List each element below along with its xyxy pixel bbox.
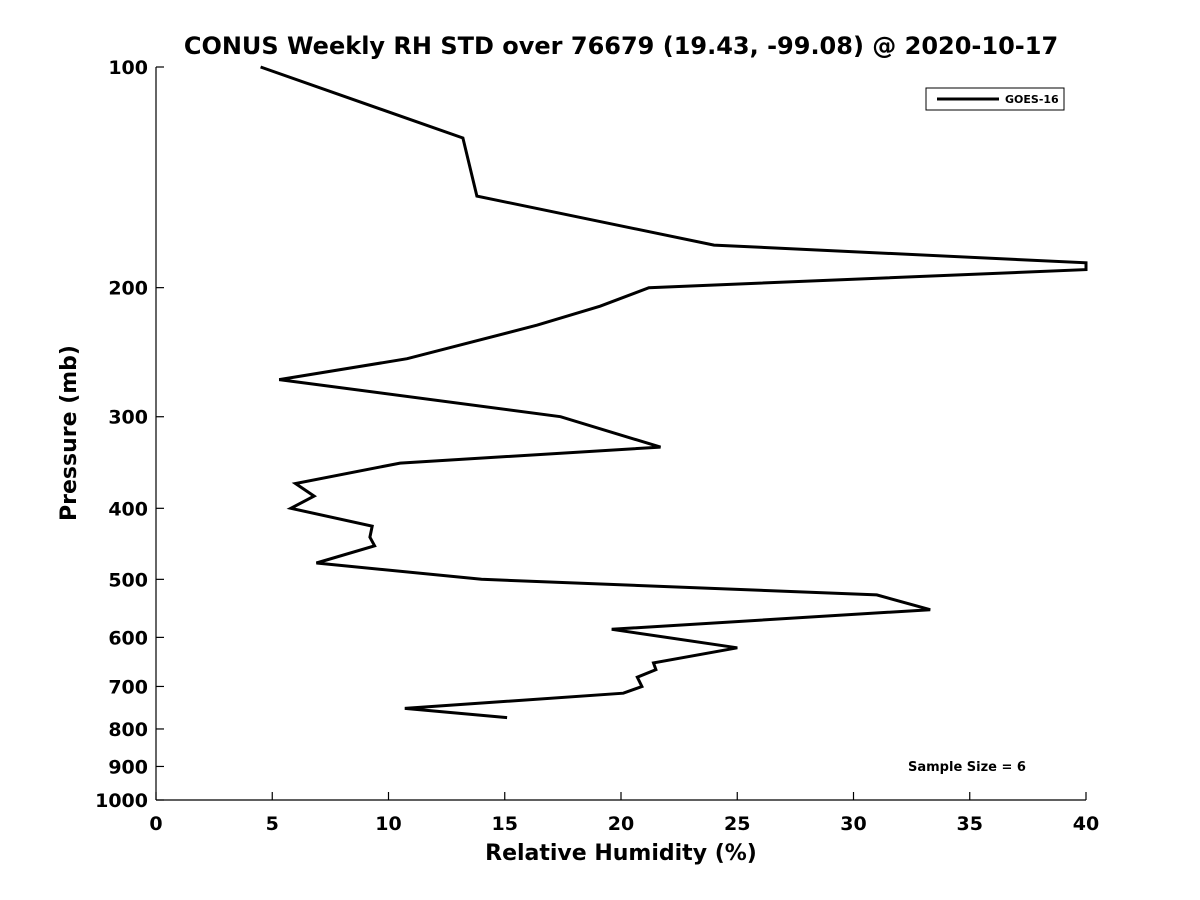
x-tick-label-40: 40 (1073, 813, 1099, 835)
y-tick-label-500: 500 (108, 569, 148, 591)
x-tick-label-20: 20 (608, 813, 634, 835)
plot-area (155, 67, 1086, 801)
plot-background (156, 67, 1086, 800)
x-tick-label-5: 5 (266, 813, 279, 835)
y-tick-label-300: 300 (108, 407, 148, 429)
x-tick-label-30: 30 (840, 813, 866, 835)
x-axis-ticks: 0 5 10 15 20 25 30 35 40 (149, 792, 1099, 835)
y-tick-label-800: 800 (108, 719, 148, 741)
y-tick-label-200: 200 (108, 278, 148, 300)
x-tick-label-25: 25 (724, 813, 750, 835)
y-axis-ticks: 100 200 300 400 500 600 700 800 900 1000 (95, 57, 164, 812)
x-axis-label: Relative Humidity (%) (485, 841, 757, 866)
y-tick-label-700: 700 (108, 676, 148, 698)
y-tick-label-900: 900 (108, 756, 148, 778)
x-tick-label-15: 15 (492, 813, 518, 835)
y-axis-label: Pressure (mb) (57, 345, 82, 521)
y-tick-label-100: 100 (108, 57, 148, 79)
legend-label-goes-16: GOES-16 (1005, 93, 1059, 106)
y-tick-label-1000: 1000 (95, 790, 148, 812)
y-tick-label-400: 400 (108, 498, 148, 520)
x-tick-label-0: 0 (149, 813, 162, 835)
x-tick-label-10: 10 (375, 813, 401, 835)
series-layer (260, 65, 1088, 720)
series-line-goes-16 (260, 65, 1088, 720)
chart-title: CONUS Weekly RH STD over 76679 (19.43, -… (184, 32, 1058, 60)
x-tick-label-35: 35 (957, 813, 983, 835)
sample-size-annotation: Sample Size = 6 (908, 760, 1026, 775)
legend: GOES-16 (925, 87, 1065, 111)
y-tick-label-600: 600 (108, 627, 148, 649)
